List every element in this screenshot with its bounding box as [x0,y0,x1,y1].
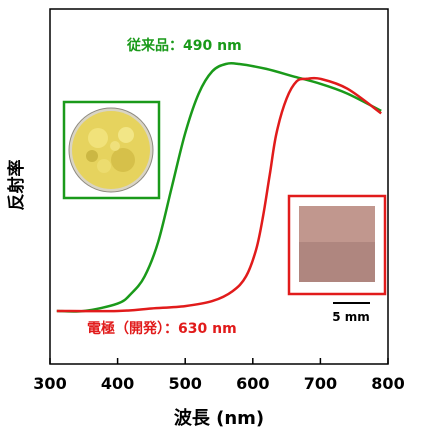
series-label-green: 従来品：490 nm [126,37,242,54]
electrode-sample-photo [287,194,387,296]
x-tick-label: 700 [304,374,337,393]
powder-sample-photo [62,100,161,200]
x-tick-label: 500 [168,374,201,393]
scale-bar-label: 5 mm [332,310,370,324]
plot-frame [49,8,389,365]
series-line-red [56,76,382,313]
x-axis-label: 波長 (nm) [174,407,264,429]
series-label-red: 電極（開発）：630 nm [87,320,237,337]
x-tick-label: 400 [101,374,134,393]
x-tick-label: 800 [371,374,404,393]
series-layer [56,62,382,313]
x-tick-label: 600 [236,374,269,393]
x-ticks: 300 400 500 600 700 800 [33,358,405,393]
scale-bar: 5 mm [332,302,370,324]
y-axis-label: 反射率 [6,160,27,211]
x-tick-label: 300 [33,374,66,393]
